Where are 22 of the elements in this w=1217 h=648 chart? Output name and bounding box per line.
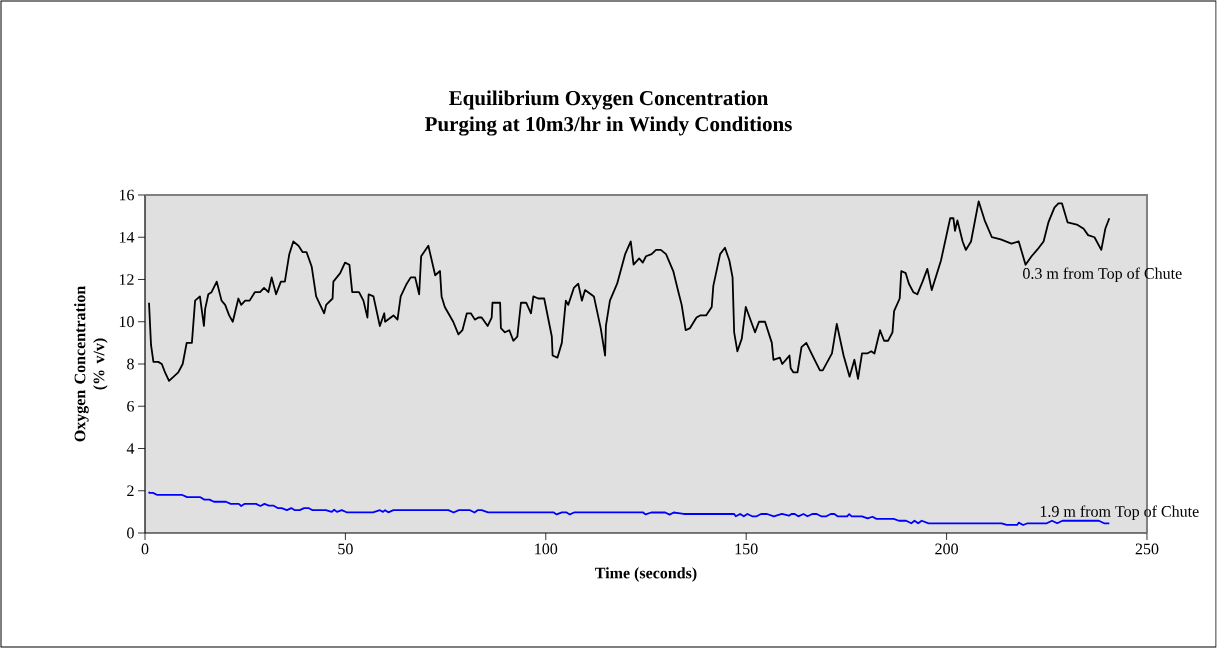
x-tick-label: 100 [535,543,558,555]
y-axis-title: Oxygen Concentration (% v/v) [74,286,108,442]
series-label: 1.9 m from Top of Chute [1040,505,1199,521]
x-tick-label: 250 [1135,543,1159,555]
series-label: 0.3 m from Top of Chute [1023,267,1182,283]
y-tick-label: 8 [127,358,134,370]
y-tick-label: 6 [127,400,134,412]
x-tick-label: 150 [735,543,758,555]
chart-title: Equilibrium Oxygen Concentration [449,90,769,110]
x-axis-title: Time (seconds) [595,567,697,582]
x-tick-label: 50 [338,543,353,555]
x-tick-label: 200 [935,543,958,555]
y-tick-label: 14 [119,231,135,243]
y-tick-label: 2 [127,485,134,497]
chart-subtitle: Purging at 10m3/hr in Windy Conditions [424,116,792,136]
line-series [148,490,1111,526]
y-tick-label: 4 [126,443,135,454]
y-tick-label: 12 [119,274,134,285]
x-tick-label: 0 [141,543,149,555]
y-tick-label: 10 [119,316,134,328]
y-tick-label: 16 [119,189,134,201]
y-tick-label: 0 [127,527,134,539]
